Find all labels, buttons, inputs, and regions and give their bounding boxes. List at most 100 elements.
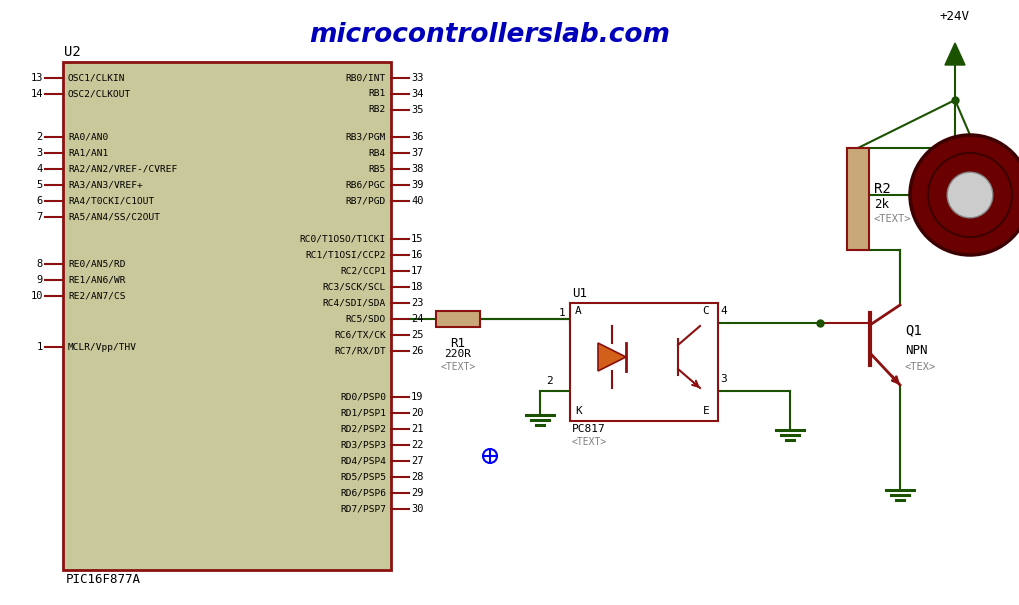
Circle shape (948, 172, 993, 218)
Text: 19: 19 (411, 392, 424, 402)
Text: RD6/PSP6: RD6/PSP6 (340, 488, 386, 497)
Text: RC1/T1OSI/CCP2: RC1/T1OSI/CCP2 (306, 250, 386, 260)
Text: microcontrollerslab.com: microcontrollerslab.com (310, 22, 671, 48)
Text: OSC2/CLKOUT: OSC2/CLKOUT (68, 90, 131, 99)
Text: 5: 5 (37, 180, 43, 190)
Text: 18: 18 (411, 282, 424, 292)
Text: 35: 35 (411, 105, 424, 115)
Text: 23: 23 (411, 298, 424, 308)
Text: 2: 2 (37, 132, 43, 142)
Text: 22: 22 (411, 440, 424, 450)
Text: RE0/AN5/RD: RE0/AN5/RD (68, 260, 125, 269)
Text: RD1/PSP1: RD1/PSP1 (340, 408, 386, 417)
Text: RC4/SDI/SDA: RC4/SDI/SDA (323, 298, 386, 307)
Text: 20: 20 (411, 408, 424, 418)
Text: RB4: RB4 (369, 148, 386, 157)
Text: RC7/RX/DT: RC7/RX/DT (334, 347, 386, 356)
Text: RD5/PSP5: RD5/PSP5 (340, 473, 386, 482)
Text: 2k: 2k (874, 197, 889, 211)
Text: R2: R2 (874, 182, 891, 196)
Text: RB2: RB2 (369, 105, 386, 114)
Text: RA4/T0CKI/C1OUT: RA4/T0CKI/C1OUT (68, 197, 154, 206)
Text: 39: 39 (411, 180, 424, 190)
Text: 7: 7 (37, 212, 43, 222)
Text: 24: 24 (411, 314, 424, 324)
Text: <TEXT>: <TEXT> (440, 362, 476, 372)
Text: U1: U1 (572, 287, 587, 300)
Text: PC817: PC817 (572, 424, 605, 434)
Text: RE1/AN6/WR: RE1/AN6/WR (68, 275, 125, 284)
Text: RB5: RB5 (369, 165, 386, 174)
Polygon shape (945, 43, 965, 65)
Text: RE2/AN7/CS: RE2/AN7/CS (68, 292, 125, 301)
Bar (436, 311, 480, 327)
Text: RB6/PGC: RB6/PGC (345, 180, 386, 189)
Text: 37: 37 (411, 148, 424, 158)
Text: RA2/AN2/VREF-/CVREF: RA2/AN2/VREF-/CVREF (68, 165, 177, 174)
Bar (570, 303, 718, 421)
Text: RA0/AN0: RA0/AN0 (68, 132, 108, 142)
Text: RA3/AN3/VREF+: RA3/AN3/VREF+ (68, 180, 143, 189)
Text: RA1/AN1: RA1/AN1 (68, 148, 108, 157)
Text: RD2/PSP2: RD2/PSP2 (340, 425, 386, 434)
Text: 34: 34 (411, 89, 424, 99)
Bar (847, 148, 869, 250)
Text: 26: 26 (411, 346, 424, 356)
Text: 8: 8 (37, 259, 43, 269)
Text: 220R: 220R (444, 349, 472, 359)
Text: RB3/PGM: RB3/PGM (345, 132, 386, 142)
Text: 6: 6 (37, 196, 43, 206)
Text: A: A (575, 306, 582, 316)
Text: 33: 33 (411, 73, 424, 83)
Text: 10: 10 (31, 291, 43, 301)
Text: PIC16F877A: PIC16F877A (66, 573, 141, 586)
Text: Q1: Q1 (905, 323, 922, 337)
Text: <TEX>: <TEX> (905, 362, 936, 372)
Text: 29: 29 (411, 488, 424, 498)
Text: RD7/PSP7: RD7/PSP7 (340, 505, 386, 514)
Text: RB1: RB1 (369, 90, 386, 99)
Text: 14: 14 (31, 89, 43, 99)
Text: 28: 28 (411, 472, 424, 482)
Text: 17: 17 (411, 266, 424, 276)
Text: 38: 38 (411, 164, 424, 174)
Text: RC0/T1OSO/T1CKI: RC0/T1OSO/T1CKI (300, 235, 386, 243)
Text: RC2/CCP1: RC2/CCP1 (340, 266, 386, 275)
Text: U2: U2 (64, 45, 81, 59)
Text: 16: 16 (411, 250, 424, 260)
Text: RC6/TX/CK: RC6/TX/CK (334, 330, 386, 339)
Text: +24V: +24V (940, 10, 970, 23)
Text: 13: 13 (31, 73, 43, 83)
Text: 3: 3 (37, 148, 43, 158)
Text: 9: 9 (37, 275, 43, 285)
Text: 40: 40 (411, 196, 424, 206)
Text: 27: 27 (411, 456, 424, 466)
Text: RA5/AN4/SS/C2OUT: RA5/AN4/SS/C2OUT (68, 212, 160, 221)
Circle shape (910, 135, 1019, 255)
Text: 25: 25 (411, 330, 424, 340)
Text: NPN: NPN (905, 344, 927, 356)
Text: 36: 36 (411, 132, 424, 142)
Text: 30: 30 (411, 504, 424, 514)
Text: 4: 4 (37, 164, 43, 174)
Text: RB7/PGD: RB7/PGD (345, 197, 386, 206)
Text: C: C (703, 306, 709, 316)
Text: RD4/PSP4: RD4/PSP4 (340, 457, 386, 465)
Bar (63, 62, 391, 570)
Text: 2: 2 (546, 376, 553, 386)
Text: 15: 15 (411, 234, 424, 244)
Text: <TEXT>: <TEXT> (572, 437, 607, 447)
Text: RD0/PSP0: RD0/PSP0 (340, 393, 386, 402)
Text: MCLR/Vpp/THV: MCLR/Vpp/THV (68, 342, 137, 352)
Text: RC5/SDO: RC5/SDO (345, 315, 386, 324)
Text: 1: 1 (37, 342, 43, 352)
Text: RB0/INT: RB0/INT (345, 73, 386, 82)
Polygon shape (598, 343, 626, 371)
Text: 1: 1 (558, 308, 565, 318)
Text: 3: 3 (720, 374, 727, 384)
Text: <TEXT>: <TEXT> (874, 214, 912, 224)
Text: R1: R1 (450, 337, 466, 350)
Text: RC3/SCK/SCL: RC3/SCK/SCL (323, 283, 386, 292)
Text: RD3/PSP3: RD3/PSP3 (340, 440, 386, 450)
Text: 21: 21 (411, 424, 424, 434)
